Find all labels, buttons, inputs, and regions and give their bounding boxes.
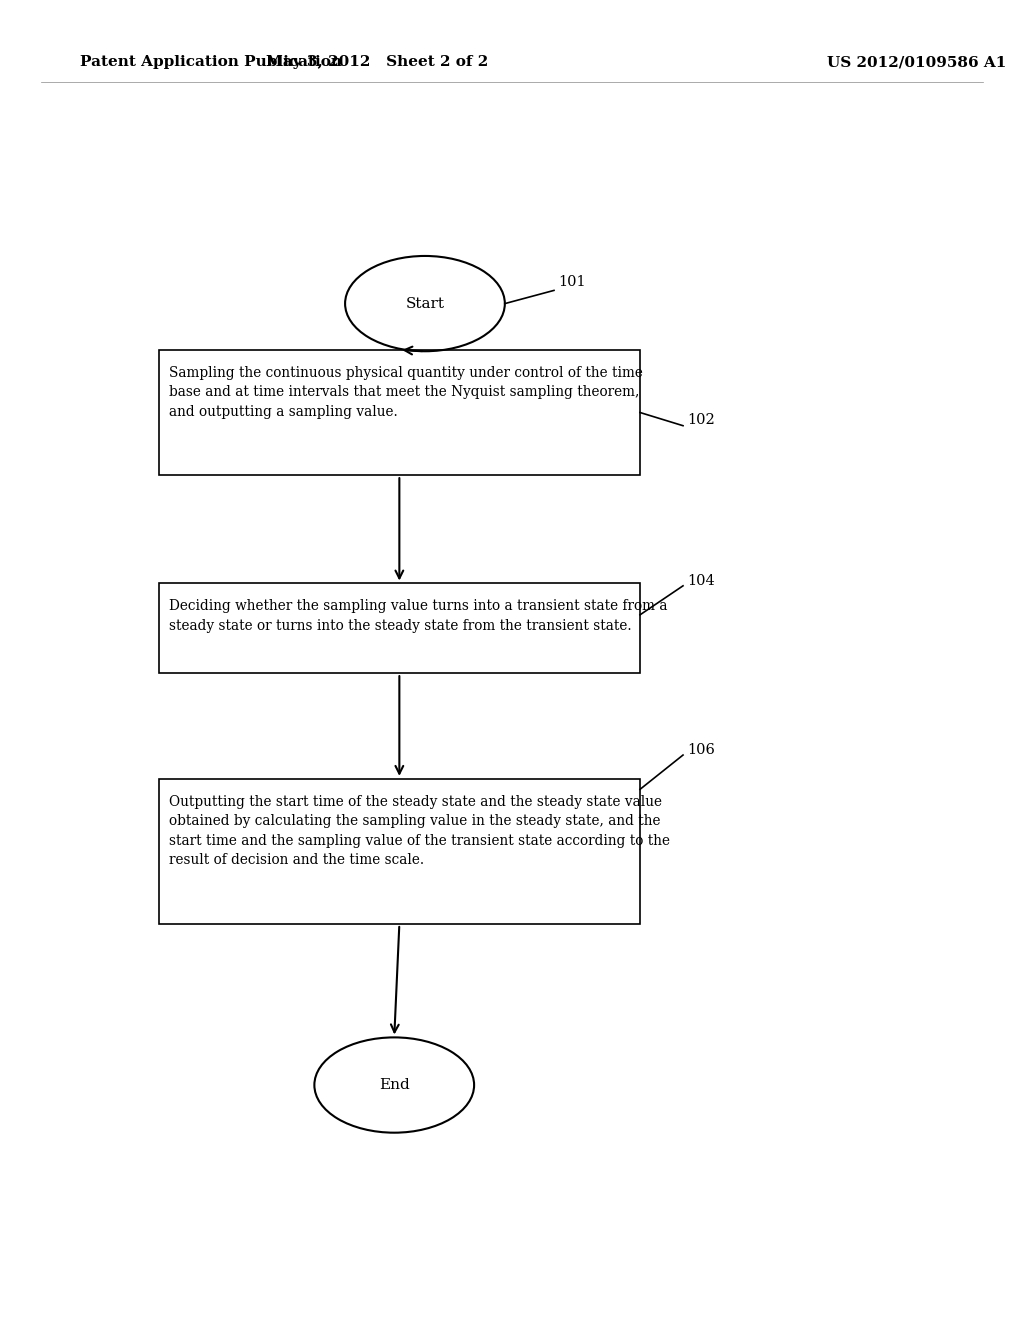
Text: 102: 102 [687,413,715,428]
Text: Patent Application Publication: Patent Application Publication [80,55,342,69]
Text: Deciding whether the sampling value turns into a transient state from a
steady s: Deciding whether the sampling value turn… [169,599,668,632]
Text: 101: 101 [558,276,586,289]
Text: Start: Start [406,297,444,310]
Text: Sampling the continuous physical quantity under control of the time
base and at : Sampling the continuous physical quantit… [169,366,643,418]
Text: Outputting the start time of the steady state and the steady state value
obtaine: Outputting the start time of the steady … [169,795,670,867]
Text: 104: 104 [687,573,715,587]
Bar [159,779,640,924]
Text: 106: 106 [687,743,715,756]
Text: End: End [379,1078,410,1092]
Text: May 3, 2012   Sheet 2 of 2: May 3, 2012 Sheet 2 of 2 [265,55,488,69]
Text: US 2012/0109586 A1: US 2012/0109586 A1 [826,55,1007,69]
Bar [159,350,640,475]
Bar [159,583,640,673]
